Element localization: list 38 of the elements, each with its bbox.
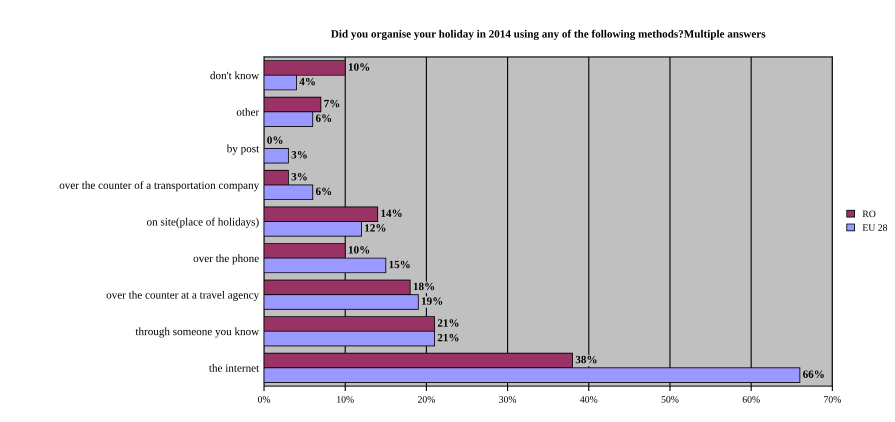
y-tick-label: other [236,108,260,116]
data-label: 21% [438,319,458,327]
data-label: 12% [365,224,386,232]
chart-title: Did you organise your holiday in 2014 using any of the following methods?Multiple answers [331,30,766,40]
data-label: 10% [348,246,370,254]
y-tick-label: over the phone [194,254,259,264]
y-tick-label: over the counter at a travel agency [106,290,260,301]
y-tick-label: the internet [208,364,260,372]
legend-label: RO [862,210,876,218]
y-tick-label: over the counter of a transportation company [60,181,260,192]
data-label: 0% [267,136,282,144]
x-tick-label: 50% [662,396,679,403]
data-label: 3% [292,151,307,159]
x-tick-label: 40% [580,396,598,403]
x-tick-label: 10% [337,396,354,403]
data-label: 19% [422,297,442,305]
legend-label: EU 28 [862,224,888,231]
data-label: 10% [348,63,370,71]
x-tick-label: 30% [499,396,516,403]
x-tick-label: 70% [824,396,841,403]
x-tick-label: 60% [742,396,760,403]
data-label: 15% [389,260,410,268]
x-tick-label: 20% [418,396,435,403]
data-label: 4% [299,78,315,86]
data-label: 7% [324,100,340,108]
data-label: 14% [381,210,402,218]
data-label: 6% [316,114,332,122]
x-tick-label: 0% [258,396,270,403]
y-tick-label: through someone you know [136,327,260,338]
y-tick-label: by post [226,144,260,155]
data-label: 21% [438,334,458,342]
data-label: 6% [316,188,332,196]
data-label: 18% [414,282,434,290]
y-tick-label: don't know [210,71,260,80]
data-label: 3% [292,172,307,180]
y-tick-label: on site(place of holidays) [146,218,259,228]
data-label: 38% [576,356,597,364]
data-label: 66% [803,370,824,378]
